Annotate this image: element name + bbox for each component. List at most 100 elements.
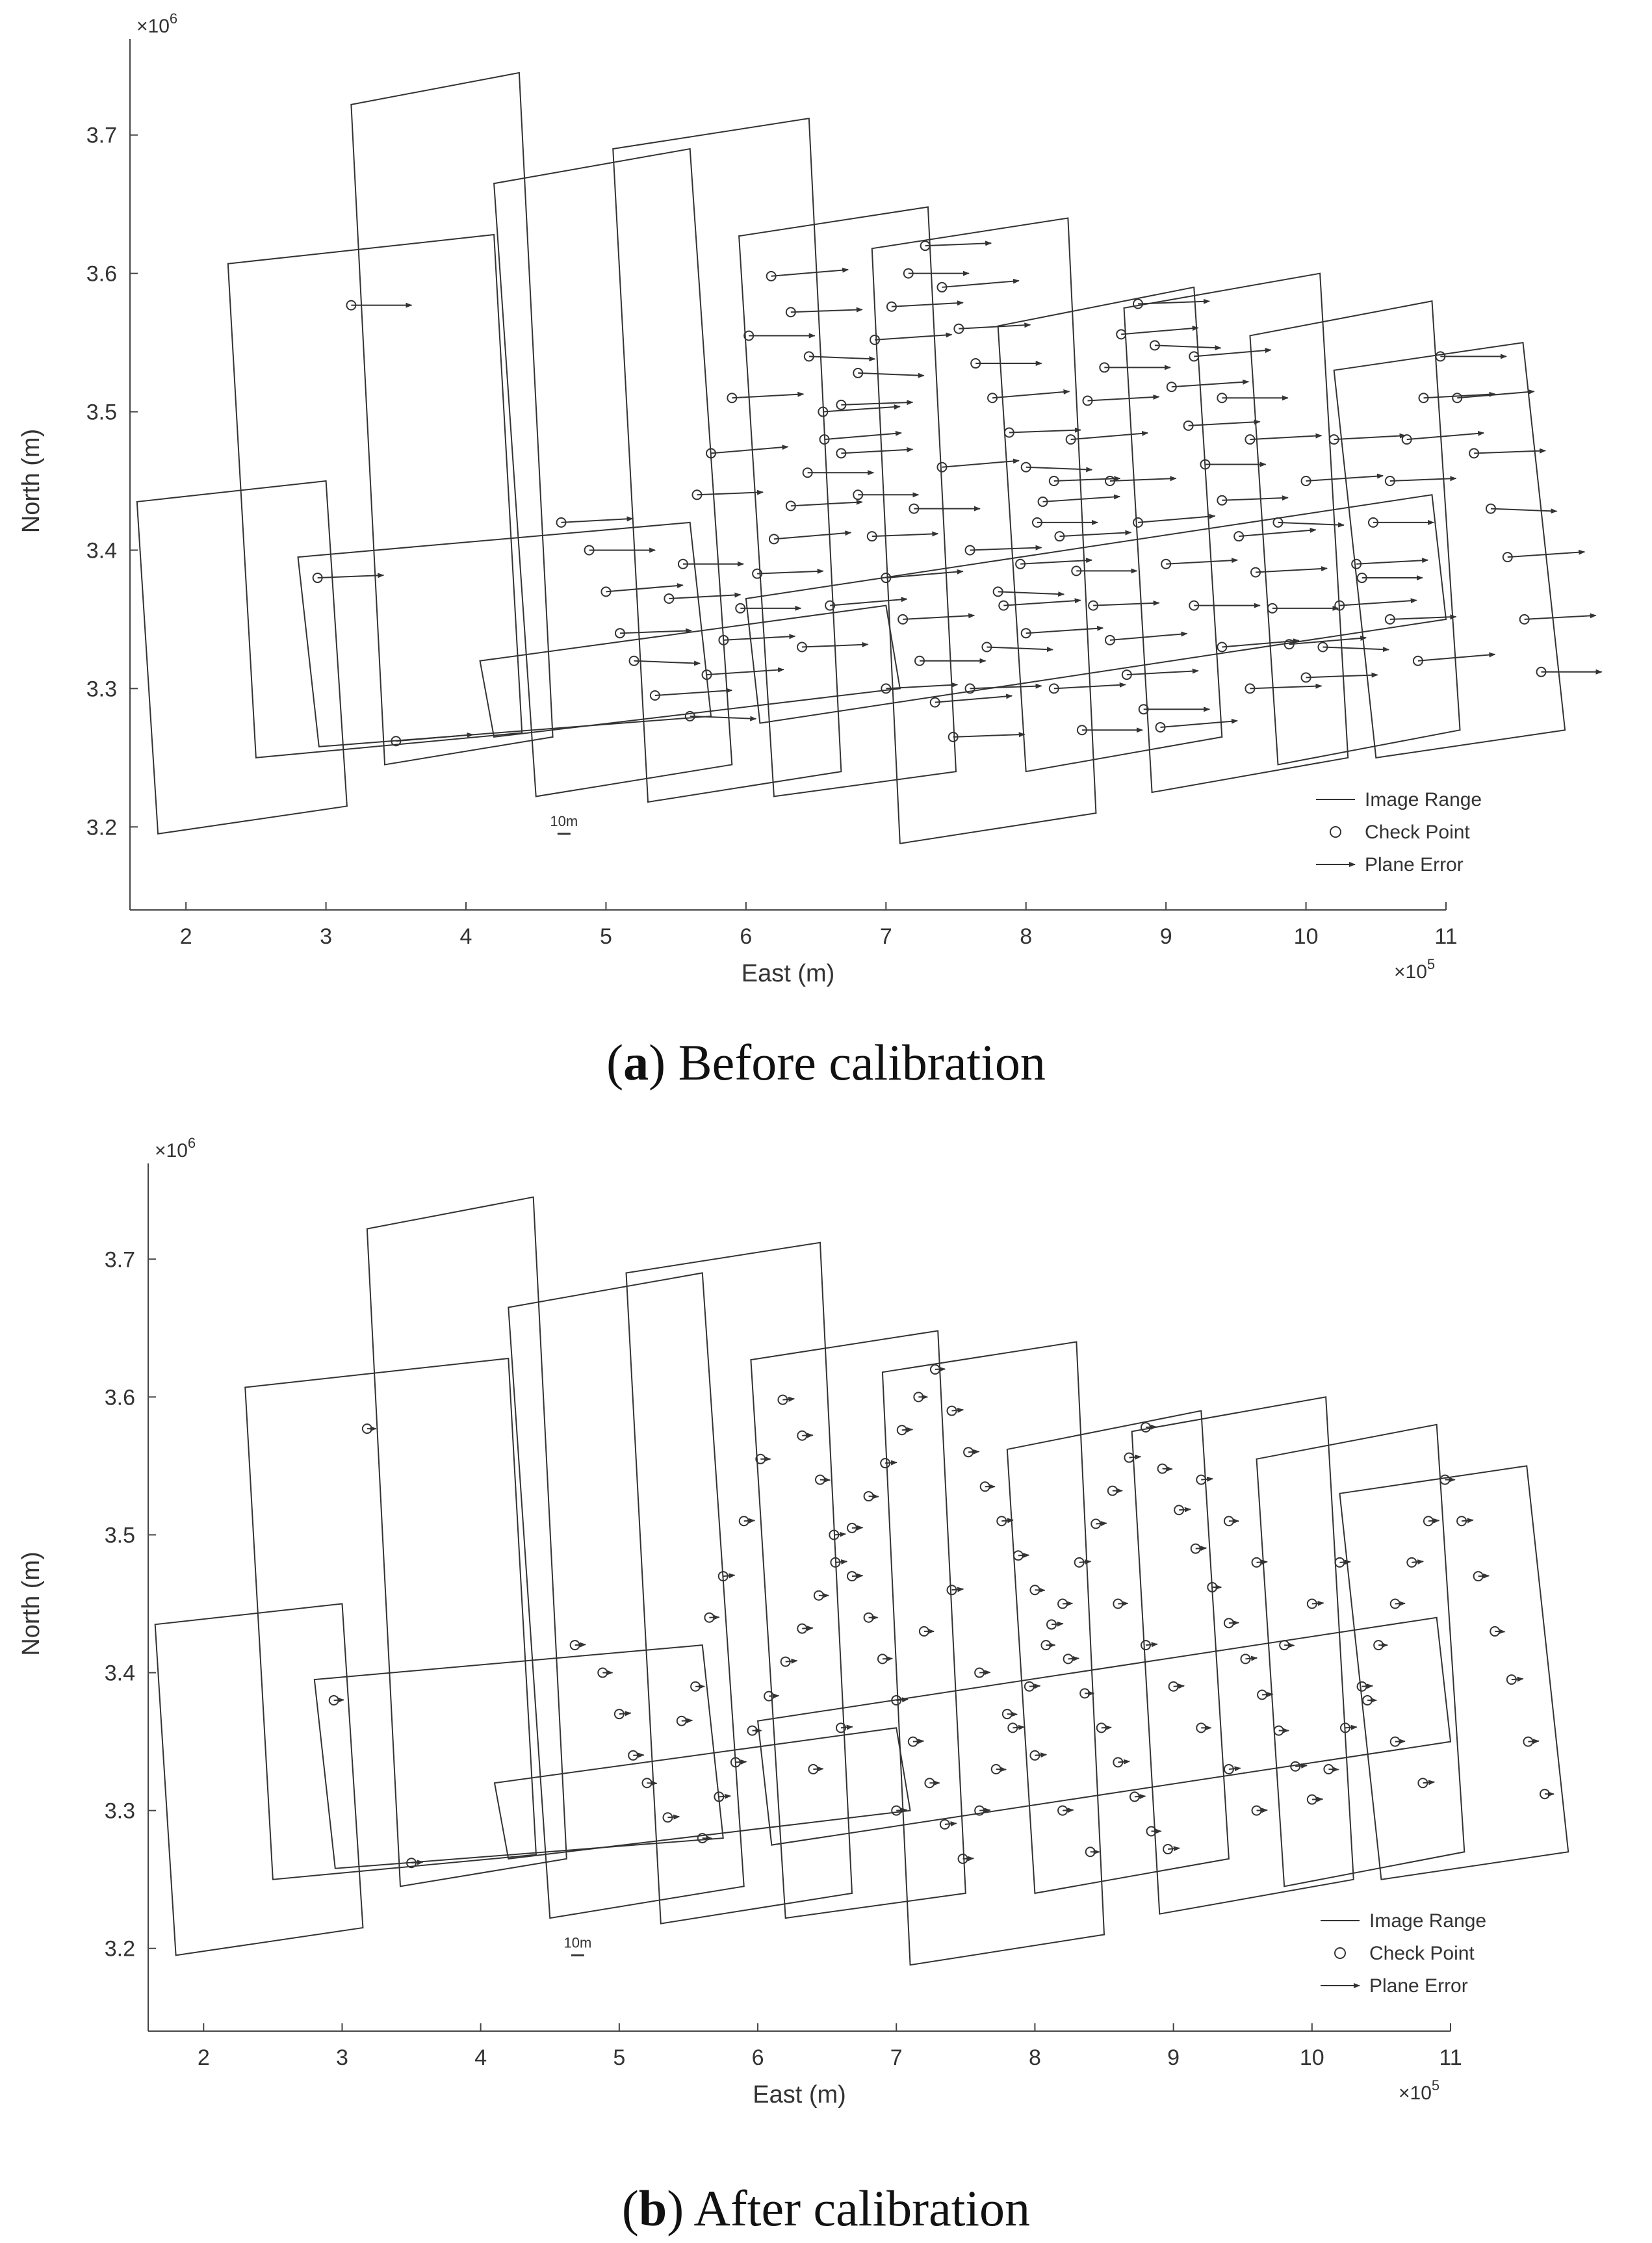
plane-error-arrow <box>709 1614 720 1620</box>
image-range-polygon <box>493 1727 911 1860</box>
plane-error-arrow <box>820 1477 831 1483</box>
plane-error-arrow <box>970 683 1042 690</box>
plane-error-arrow <box>959 322 1031 330</box>
plane-error-arrow <box>1063 1808 1074 1813</box>
plane-error-arrow <box>1195 1546 1207 1551</box>
plane-error-arrow <box>1389 476 1457 482</box>
plane-error-arrow <box>773 530 852 540</box>
y-tick-label: 3.4 <box>105 1661 135 1686</box>
plane-error-arrow <box>1129 1454 1142 1460</box>
y-exponent-power: 6 <box>170 10 177 27</box>
plane-error-arrow <box>903 613 975 620</box>
image-range-polygon <box>871 217 1097 844</box>
legend-check-point-label: Check Point <box>1369 1943 1475 1964</box>
x-tick-label: 11 <box>1439 2045 1462 2070</box>
plane-error-arrow <box>802 642 869 648</box>
y-tick-label: 3.3 <box>86 677 117 701</box>
plane-error-arrow <box>1145 1642 1158 1648</box>
x-tick-label: 5 <box>613 2045 625 2070</box>
scale-bar-label: 10m <box>563 1934 591 1951</box>
plane-error-arrow <box>1134 1794 1146 1800</box>
plane-error-arrow <box>561 516 634 523</box>
plane-error-arrow <box>1001 1518 1014 1523</box>
image-range-polygon <box>227 233 523 758</box>
plane-error-arrow <box>935 694 1013 703</box>
plane-error-arrow <box>992 389 1070 399</box>
image-range-polygon <box>366 1196 567 1887</box>
plane-error-arrow <box>723 634 796 641</box>
plane-error-arrow <box>802 1626 814 1631</box>
plane-error-arrow <box>1356 558 1429 565</box>
plane-error-arrow <box>1461 1518 1474 1523</box>
plane-error-arrow <box>743 1518 756 1523</box>
y-tick-label: 3.2 <box>86 815 117 840</box>
x-tick-label: 4 <box>474 2045 487 2070</box>
x-tick-label: 9 <box>1160 924 1172 949</box>
plane-error-arrow <box>1188 419 1261 426</box>
image-range-polygon <box>745 494 1447 724</box>
image-range-polygon <box>493 148 733 797</box>
plane-error-arrow <box>681 1718 693 1724</box>
plane-error-arrow <box>790 307 863 313</box>
legend: Image Range Check Point Plane Error <box>1316 789 1482 875</box>
plane-error-arrow <box>1007 1711 1018 1717</box>
plane-error-arrow <box>1168 1846 1180 1852</box>
x-exponent-power: 5 <box>1432 2077 1439 2094</box>
plane-error-arrow <box>1194 348 1272 357</box>
plane-error-arrow <box>1528 1739 1540 1744</box>
plane-error-arrow <box>1412 1559 1425 1565</box>
plane-error-arrow <box>1255 566 1328 573</box>
plane-error-arrow <box>1138 298 1211 305</box>
panel-after-calibration: 2 3 4 5 6 7 8 9 10 11 3.2 3.3 3.4 3.5 3.6 3.7 ×106 ×105 Ea… <box>0 1121 1652 2243</box>
x-exponent-label: ×105 <box>1399 2077 1439 2104</box>
plane-error-arrow <box>840 1724 853 1730</box>
plane-error-arrow <box>1262 1692 1274 1698</box>
image-range-polygon <box>1131 1396 1354 1915</box>
plane-error-arrow <box>962 1856 975 1861</box>
plane-error-arrow <box>891 300 964 307</box>
x-exponent-power: 5 <box>1427 956 1435 972</box>
y-exponent-label: ×106 <box>136 10 177 37</box>
x-tick-label: 4 <box>460 924 472 949</box>
image-range-polygon <box>1123 272 1349 794</box>
plane-error-arrow <box>1059 530 1132 538</box>
plane-error-arrow <box>1201 1476 1214 1482</box>
plane-error-arrow <box>1009 427 1081 434</box>
x-tick-label: 11 <box>1434 924 1457 949</box>
chart-after-calibration: 2 3 4 5 6 7 8 9 10 11 3.2 3.3 3.4 3.5 3.6 3.7 ×106 ×105 Ea… <box>18 1135 1569 2108</box>
plane-error-arrow <box>1311 1796 1324 1802</box>
plane-error-arrow <box>1507 549 1586 558</box>
plane-error-arrow <box>690 715 757 721</box>
plane-error-arrow <box>723 1573 736 1579</box>
plane-error-arrow <box>1306 672 1378 679</box>
plane-error-arrow <box>1406 430 1485 441</box>
plane-error-arrow <box>1137 513 1216 523</box>
image-range-polygon <box>1249 300 1461 766</box>
plane-error-arrow <box>808 356 876 362</box>
plane-error-arrow <box>979 1808 991 1813</box>
image-range-polygon <box>479 604 901 738</box>
image-range-polygon <box>154 1603 364 1956</box>
y-axis-title: North (m) <box>18 429 45 533</box>
plane-error-arrow <box>1228 1766 1241 1772</box>
caption-after: (b) After calibration <box>621 2180 1031 2237</box>
plane-error-arrow <box>1289 635 1367 645</box>
plane-error-arrow <box>1423 391 1496 399</box>
plane-error-arrow <box>1478 1573 1490 1579</box>
plane-error-arrow <box>1524 613 1597 620</box>
plane-error-arrow <box>1250 683 1323 690</box>
plane-error-arrow <box>1395 1739 1406 1744</box>
plane-error-arrow <box>396 733 474 742</box>
x-tick-label: 6 <box>740 924 752 949</box>
legend-check-point-swatch <box>1334 1947 1346 1959</box>
plane-error-arrow <box>619 628 692 634</box>
x-tick-label: 7 <box>890 2045 903 2070</box>
y-tick-label: 3.6 <box>86 262 117 287</box>
plane-error-arrow <box>1490 508 1558 514</box>
plane-error-arrow <box>1395 1601 1406 1607</box>
plane-error-arrow <box>1423 1780 1436 1785</box>
plane-error-arrow <box>1339 598 1417 606</box>
plane-error-arrow <box>1087 395 1160 402</box>
image-range-polygon <box>612 118 842 803</box>
plane-error-arrow <box>1306 473 1384 482</box>
